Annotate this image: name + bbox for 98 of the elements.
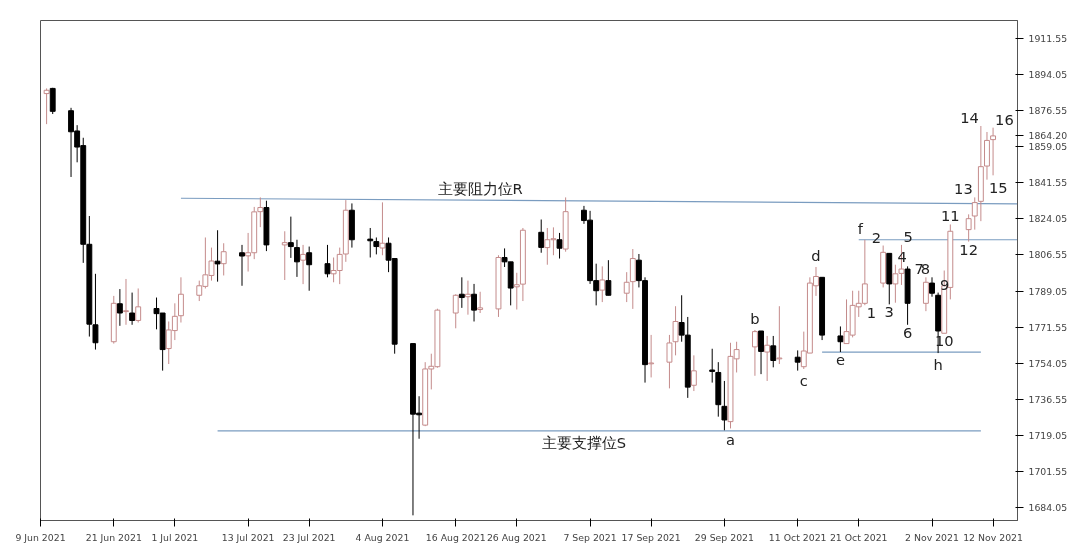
annotation: 主要阻力位R bbox=[437, 180, 523, 198]
candlestick bbox=[452, 293, 459, 329]
candlestick bbox=[178, 276, 184, 324]
candlestick bbox=[605, 259, 612, 296]
x-tick-label: 11 Oct 2021 bbox=[768, 531, 827, 543]
x-tick-label: 16 Aug 2021 bbox=[425, 531, 486, 543]
candlestick bbox=[709, 348, 716, 384]
y-tick-label: 1736.55 bbox=[1028, 393, 1068, 405]
candlestick bbox=[758, 330, 764, 375]
candlestick bbox=[971, 196, 978, 231]
y-tick-label: 1864.20 bbox=[1028, 130, 1068, 142]
candlestick bbox=[367, 227, 374, 258]
y-tick-label: 1684.05 bbox=[1028, 502, 1068, 514]
annotation: e bbox=[835, 351, 845, 369]
annotation: 13 bbox=[954, 180, 973, 198]
candlestick bbox=[965, 213, 972, 243]
x-tick-label: 7 Sep 2021 bbox=[563, 531, 617, 543]
candlestick bbox=[599, 265, 606, 303]
annotation: f bbox=[857, 219, 864, 237]
x-tick-label: 9 Jun 2021 bbox=[15, 531, 66, 543]
candlestick bbox=[300, 244, 307, 285]
candlestick bbox=[123, 278, 129, 326]
candlestick bbox=[794, 349, 801, 372]
candlestick bbox=[477, 291, 484, 314]
x-tick-label: 1 Jul 2021 bbox=[151, 531, 199, 543]
annotation: h bbox=[933, 356, 943, 374]
candlestick bbox=[776, 305, 783, 365]
annotation: 6 bbox=[902, 323, 913, 341]
annotation: 11 bbox=[941, 207, 960, 225]
candlestick bbox=[324, 244, 331, 278]
x-tick-label: 13 Jul 2021 bbox=[221, 531, 275, 543]
y-tick-label: 1894.05 bbox=[1028, 68, 1068, 80]
x-tick-label: 12 Nov 2021 bbox=[963, 531, 1024, 543]
annotation: 主要支撑位S bbox=[541, 433, 627, 451]
candlestick bbox=[214, 229, 221, 283]
candlestick bbox=[43, 87, 50, 125]
candlestick bbox=[837, 325, 844, 353]
y-tick-label: 1789.05 bbox=[1028, 285, 1068, 297]
candlestick bbox=[471, 283, 477, 322]
candlestick bbox=[556, 232, 563, 260]
annotation: d bbox=[811, 246, 821, 264]
candlestick bbox=[281, 230, 288, 281]
candlestick bbox=[135, 287, 142, 324]
x-tick-label: 29 Sep 2021 bbox=[694, 531, 755, 543]
annotation: 2 bbox=[871, 228, 882, 246]
annotation: c bbox=[799, 371, 808, 389]
y-tick-label: 1841.55 bbox=[1028, 177, 1068, 189]
candlestick bbox=[690, 354, 697, 392]
x-tick-label: 26 Aug 2021 bbox=[486, 531, 547, 543]
candlestick bbox=[49, 87, 56, 115]
y-tick-label: 1754.05 bbox=[1028, 357, 1068, 369]
annotation: 5 bbox=[903, 227, 913, 245]
candlestick bbox=[770, 335, 777, 368]
candlestick bbox=[464, 280, 471, 316]
candlestick bbox=[538, 219, 545, 254]
annotation: 15 bbox=[988, 178, 1008, 196]
annotation: 9 bbox=[940, 275, 950, 293]
y-tick-label: 1771.55 bbox=[1028, 321, 1068, 333]
candlestick bbox=[623, 271, 630, 303]
y-tick-label: 1876.55 bbox=[1028, 104, 1068, 116]
candlestick bbox=[239, 244, 245, 287]
candlestick bbox=[721, 380, 728, 431]
annotation: 12 bbox=[959, 240, 978, 258]
x-tick-label: 2 Nov 2021 bbox=[905, 531, 959, 543]
candlestick bbox=[629, 248, 636, 310]
candlestick bbox=[458, 276, 465, 309]
candlestick bbox=[287, 216, 294, 259]
candlestick bbox=[220, 242, 227, 276]
candlestick bbox=[306, 246, 313, 292]
y-tick-label: 1806.55 bbox=[1028, 249, 1068, 261]
candlestick bbox=[990, 127, 997, 176]
annotation: 3 bbox=[884, 303, 894, 321]
candlestick bbox=[922, 276, 929, 312]
x-tick-label: 21 Jun 2021 bbox=[85, 531, 142, 543]
candlestick bbox=[379, 201, 386, 256]
candlestick bbox=[751, 329, 758, 377]
candlestick bbox=[129, 292, 136, 326]
annotation: 16 bbox=[995, 110, 1014, 128]
annotation: b bbox=[750, 309, 760, 327]
x-tick-label: 21 Oct 2021 bbox=[829, 531, 888, 543]
annotation: a bbox=[726, 431, 735, 449]
x-tick-label: 23 Jul 2021 bbox=[282, 531, 336, 543]
candlestick bbox=[294, 239, 300, 278]
y-tick-label: 1859.05 bbox=[1028, 141, 1068, 153]
candlestick bbox=[116, 288, 123, 327]
candlestick bbox=[764, 335, 771, 382]
annotation: 14 bbox=[960, 108, 979, 126]
annotation: 7 bbox=[914, 260, 924, 278]
candlestick bbox=[929, 276, 935, 298]
x-tick-label: 4 Aug 2021 bbox=[355, 531, 410, 543]
y-tick-label: 1701.55 bbox=[1028, 466, 1068, 478]
annotation: 1 bbox=[866, 304, 877, 322]
y-tick-label: 1911.55 bbox=[1028, 32, 1068, 44]
annotation: 4 bbox=[897, 247, 907, 265]
y-tick-label: 1719.05 bbox=[1028, 430, 1068, 442]
candlestick bbox=[648, 334, 655, 378]
y-tick-label: 1824.05 bbox=[1028, 213, 1068, 225]
x-tick-label: 17 Sep 2021 bbox=[621, 531, 681, 543]
